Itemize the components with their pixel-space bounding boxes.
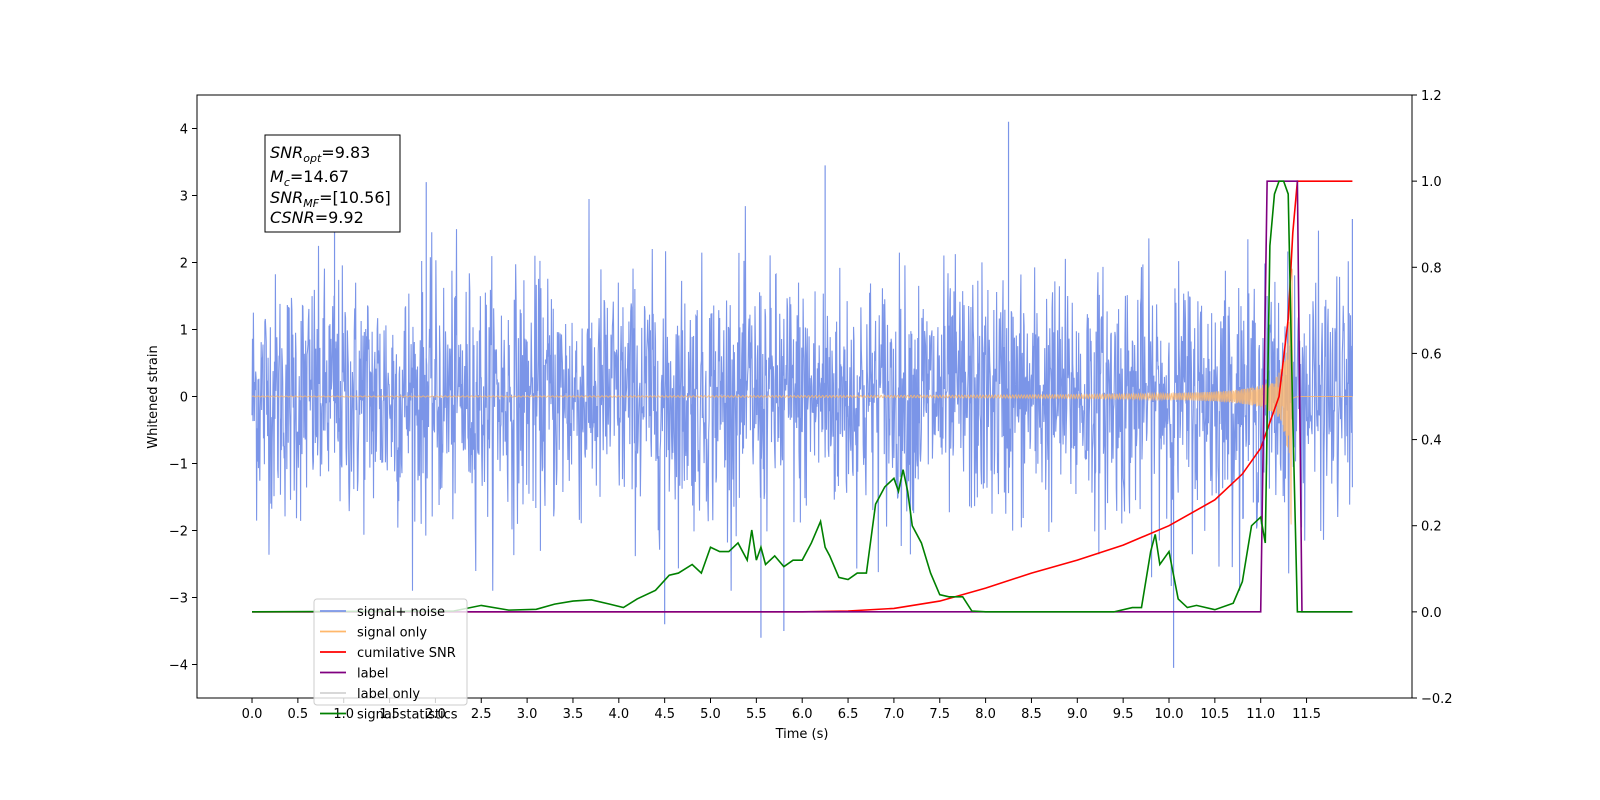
x-tick-label: 5.0 bbox=[700, 707, 721, 722]
y-axis-label: Whitened strain bbox=[146, 345, 161, 448]
x-tick-label: 8.5 bbox=[1021, 707, 1042, 722]
x-tick-label: 11.0 bbox=[1246, 707, 1275, 722]
x-tick-label: 6.5 bbox=[838, 707, 859, 722]
x-axis-ticks: 0.0 0.5 1.0 1.5 2.0 2.5 3.0 3.5 4.0 4.5 5.0 5.5 6.0 6… bbox=[242, 698, 1321, 722]
y-right-tick-label: 0.4 bbox=[1421, 434, 1442, 449]
x-tick-label: 6.0 bbox=[792, 707, 813, 722]
y-left-tick-label: −3 bbox=[169, 592, 188, 607]
x-tick-label: 8.0 bbox=[975, 707, 996, 722]
y-left-tick-label: 4 bbox=[180, 123, 188, 138]
signal-only-series bbox=[251, 268, 1353, 525]
legend-label: signal only bbox=[357, 626, 427, 641]
x-tick-label: 3.0 bbox=[517, 707, 538, 722]
y-left-tick-label: −2 bbox=[169, 525, 188, 540]
legend-label: cumilative SNR bbox=[357, 646, 456, 661]
y-left-tick-label: 1 bbox=[180, 324, 188, 339]
y-left-tick-label: 3 bbox=[180, 190, 188, 205]
x-tick-label: 4.0 bbox=[608, 707, 629, 722]
x-tick-label: 0.0 bbox=[242, 707, 263, 722]
y-axis-right-ticks: −0.2 0.0 0.2 0.4 0.6 0.8 1.0 1.2 bbox=[1412, 89, 1453, 707]
stats-box: SNRopt=9.83 Mc=14.67 SNRMF=[10.56] CSNR=… bbox=[264, 134, 401, 233]
signal-statistics-line bbox=[252, 180, 1353, 613]
y-right-tick-label: 0.2 bbox=[1421, 520, 1442, 535]
x-tick-label: 0.5 bbox=[288, 707, 309, 722]
y-right-tick-label: 1.0 bbox=[1421, 175, 1442, 190]
y-right-tick-label: 1.2 bbox=[1421, 89, 1442, 104]
signal-noise-series bbox=[251, 121, 1353, 668]
x-tick-label: 5.5 bbox=[746, 707, 767, 722]
stats-csnr: CSNR=9.92 bbox=[270, 208, 364, 227]
legend-label: label bbox=[357, 667, 388, 682]
x-tick-label: 10.0 bbox=[1155, 707, 1184, 722]
x-tick-label: 2.5 bbox=[471, 707, 492, 722]
signal-only-line bbox=[251, 268, 1353, 525]
x-tick-label: 1.5 bbox=[379, 707, 400, 722]
x-tick-label: 4.5 bbox=[654, 707, 675, 722]
right-axis-series bbox=[252, 180, 1353, 613]
x-tick-label: 3.5 bbox=[563, 707, 584, 722]
y-right-tick-label: −0.2 bbox=[1421, 692, 1453, 707]
legend-label: signal+ noise bbox=[357, 605, 445, 620]
y-left-tick-label: −1 bbox=[169, 458, 188, 473]
stats-snr-opt: SNRopt=9.83 bbox=[270, 143, 370, 165]
stats-snr-mf: SNRMF=[10.56] bbox=[270, 188, 391, 210]
cumilative-snr-line bbox=[252, 180, 1353, 613]
x-axis-label: Time (s) bbox=[775, 727, 829, 742]
x-tick-label: 10.5 bbox=[1200, 707, 1229, 722]
y-right-tick-label: 0.0 bbox=[1421, 606, 1442, 621]
y-right-tick-label: 0.6 bbox=[1421, 347, 1442, 362]
legend-label: signal statistics bbox=[357, 708, 458, 723]
stats-mc: Mc=14.67 bbox=[270, 167, 349, 189]
x-tick-label: 9.0 bbox=[1067, 707, 1088, 722]
y-left-tick-label: −4 bbox=[169, 659, 188, 674]
y-axis-left-ticks: −4 −3 −2 −1 0 1 2 3 4 bbox=[169, 123, 197, 674]
x-tick-label: 9.5 bbox=[1113, 707, 1134, 722]
x-tick-label: 11.5 bbox=[1292, 707, 1321, 722]
y-left-tick-label: 0 bbox=[180, 391, 188, 406]
legend-label: label only bbox=[357, 687, 420, 702]
x-tick-label: 2.0 bbox=[425, 707, 446, 722]
x-tick-label: 7.0 bbox=[884, 707, 905, 722]
y-right-tick-label: 0.8 bbox=[1421, 261, 1442, 276]
x-tick-label: 7.5 bbox=[929, 707, 950, 722]
signal-noise-line bbox=[251, 199, 1353, 591]
y-left-tick-label: 2 bbox=[180, 257, 188, 272]
legend: signal+ noise signal only cumilative SNR la… bbox=[313, 598, 468, 723]
x-tick-label: 1.0 bbox=[333, 707, 354, 722]
